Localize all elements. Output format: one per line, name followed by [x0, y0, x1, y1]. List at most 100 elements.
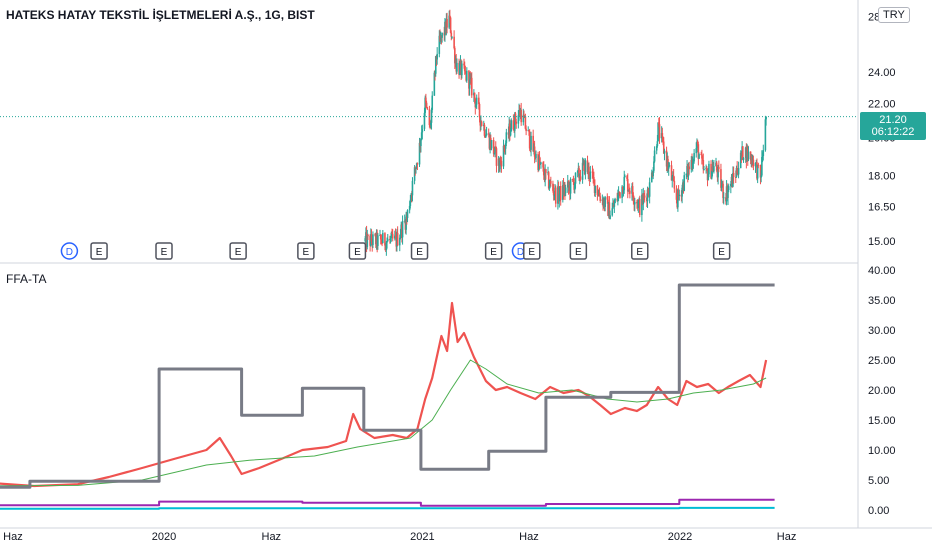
- candle-body: [652, 170, 654, 177]
- candle-body: [628, 189, 630, 191]
- candle-body: [493, 153, 496, 155]
- candle-body: [619, 192, 621, 198]
- candle-body: [533, 146, 536, 157]
- earnings-marker: E: [712, 242, 731, 260]
- candle-body: [702, 159, 705, 170]
- candle-body: [379, 234, 382, 240]
- earnings-marker-box: [297, 242, 315, 260]
- price-tick-label: 22.00: [868, 98, 896, 110]
- candle-body: [557, 186, 560, 201]
- candle-body: [629, 190, 631, 194]
- candle-body: [523, 114, 525, 118]
- candle-body: [478, 97, 480, 104]
- candle-body: [434, 56, 437, 74]
- candle-body: [483, 124, 486, 136]
- candle-body: [552, 183, 554, 191]
- candle-body: [681, 187, 683, 197]
- candle-body: [398, 237, 401, 246]
- candle-body: [514, 113, 516, 131]
- candle-body: [446, 18, 448, 28]
- candle-body: [657, 122, 659, 142]
- price-tick-label: 16.50: [868, 202, 896, 214]
- chart-title: HATEKS HATAY TEKSTİL İŞLETMELERİ A.Ş., 1…: [6, 8, 315, 22]
- candle-body: [658, 124, 661, 139]
- candle-body: [757, 164, 760, 166]
- candle-body: [567, 181, 570, 188]
- candle-body: [707, 174, 710, 181]
- candle-body: [554, 187, 557, 204]
- candle-body: [500, 160, 503, 167]
- candle-body: [749, 151, 752, 161]
- candle-body: [622, 190, 625, 194]
- candle-body: [386, 241, 388, 243]
- candle-body: [475, 104, 477, 108]
- candle-body: [637, 201, 640, 209]
- event-marker-label: E: [636, 247, 643, 258]
- candle-body: [396, 232, 399, 246]
- candle-body: [589, 171, 592, 180]
- candle-body: [596, 185, 599, 195]
- candle-body: [463, 65, 466, 72]
- candle-body: [374, 234, 376, 236]
- event-marker-label: E: [575, 247, 582, 258]
- candle-body: [540, 162, 542, 164]
- earnings-marker: E: [484, 242, 503, 260]
- candle-body: [504, 143, 507, 149]
- earnings-marker-box: [712, 242, 731, 260]
- candle-body: [469, 76, 472, 79]
- indicator-tick-label: 5.00: [868, 475, 889, 487]
- candle-body: [720, 185, 723, 188]
- candle-body: [449, 15, 451, 18]
- candle-body: [413, 167, 416, 181]
- earnings-marker: E: [229, 242, 247, 260]
- candle-body: [424, 97, 426, 113]
- candle-body: [604, 197, 606, 207]
- candle-body: [470, 77, 473, 96]
- candle-body: [708, 163, 710, 175]
- candle-body: [574, 172, 577, 184]
- candle-body: [461, 63, 463, 76]
- candle-body: [514, 113, 517, 122]
- event-marker-label: E: [235, 247, 242, 258]
- candle-body: [406, 210, 409, 219]
- event-marker-label: D: [66, 247, 73, 258]
- candle-body: [475, 97, 478, 105]
- candle-body: [624, 176, 626, 178]
- earnings-marker-box: [631, 242, 649, 260]
- candle-body: [662, 136, 664, 142]
- candle-body: [495, 148, 498, 166]
- dividend-marker: D: [60, 242, 79, 260]
- candle-body: [685, 173, 688, 176]
- candle-body: [672, 175, 675, 181]
- candle-body: [473, 92, 476, 99]
- candle-body: [394, 235, 396, 239]
- price-tick-label: 18.00: [868, 170, 896, 182]
- candle-body: [423, 112, 426, 129]
- candle-body: [389, 238, 392, 241]
- time-tick-label: Haz: [262, 531, 282, 543]
- candle-body: [415, 167, 417, 170]
- bar-countdown: 06:12:22: [871, 126, 915, 138]
- candle-body: [696, 141, 699, 145]
- candle-body: [433, 72, 436, 96]
- candle-body: [517, 115, 520, 124]
- candle-body: [425, 97, 427, 103]
- currency-button[interactable]: TRY: [878, 7, 910, 23]
- candle-body: [692, 161, 695, 164]
- candle-body: [542, 162, 544, 168]
- earnings-marker-box: [90, 242, 108, 260]
- earnings-marker-box: [484, 242, 503, 260]
- earnings-marker: E: [410, 242, 429, 260]
- indicator-tick-label: 20.00: [868, 385, 896, 397]
- candle-body: [380, 239, 383, 243]
- candle-body: [643, 195, 646, 198]
- indicator-tick-label: 40.00: [868, 265, 896, 277]
- candle-body: [634, 201, 636, 205]
- candle-body: [436, 53, 438, 60]
- candle-body: [670, 165, 673, 181]
- candle-body: [456, 62, 458, 72]
- candle-body: [510, 120, 513, 132]
- candle-body: [662, 141, 665, 154]
